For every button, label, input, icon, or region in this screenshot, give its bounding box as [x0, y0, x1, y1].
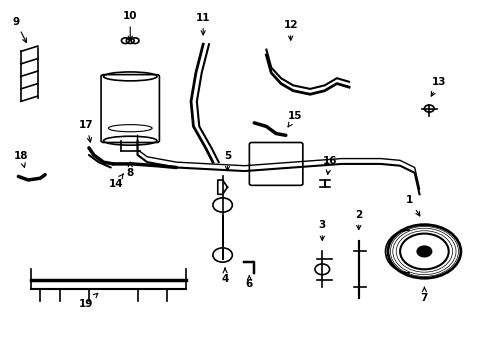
Text: 16: 16: [322, 156, 336, 174]
Text: 3: 3: [318, 220, 325, 240]
Text: 6: 6: [245, 276, 252, 289]
Text: 13: 13: [430, 77, 446, 96]
Text: 17: 17: [79, 120, 94, 142]
Text: 15: 15: [287, 111, 302, 127]
Text: 19: 19: [79, 293, 98, 309]
Circle shape: [416, 246, 431, 257]
Text: 11: 11: [196, 13, 210, 35]
Text: 14: 14: [108, 174, 123, 189]
Text: 2: 2: [354, 210, 362, 230]
Text: 18: 18: [14, 150, 28, 167]
Text: 10: 10: [123, 11, 137, 40]
Text: 8: 8: [126, 162, 134, 179]
Text: 12: 12: [283, 20, 297, 40]
Text: 5: 5: [224, 150, 231, 171]
Text: 1: 1: [406, 195, 419, 216]
Text: 7: 7: [420, 287, 427, 303]
Text: 4: 4: [221, 268, 228, 284]
Text: 9: 9: [12, 17, 26, 42]
